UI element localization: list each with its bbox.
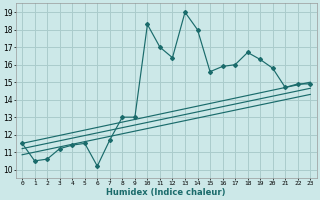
X-axis label: Humidex (Indice chaleur): Humidex (Indice chaleur) [107, 188, 226, 197]
